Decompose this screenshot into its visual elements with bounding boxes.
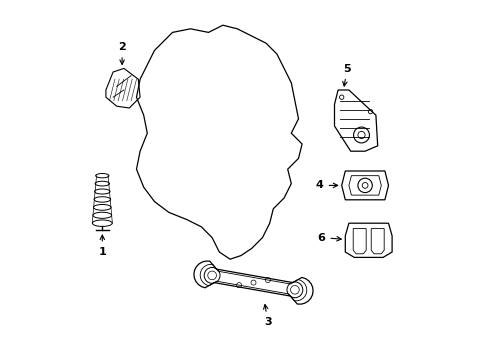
Text: 2: 2	[118, 42, 126, 64]
Text: 4: 4	[315, 180, 337, 190]
Text: 3: 3	[263, 305, 271, 327]
Text: 6: 6	[317, 233, 341, 243]
Text: 1: 1	[98, 235, 106, 257]
Text: 5: 5	[342, 64, 350, 86]
